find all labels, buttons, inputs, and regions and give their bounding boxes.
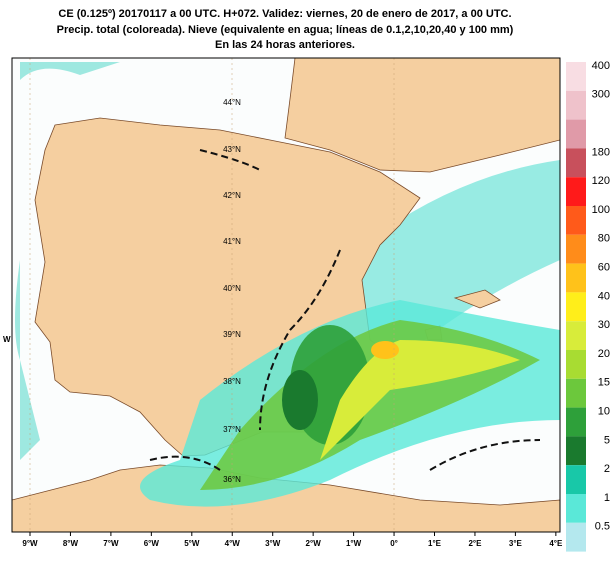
longitude-label: 1°W bbox=[346, 539, 362, 548]
latitude-label: 39°N bbox=[223, 330, 241, 339]
colorbar-label: 10 bbox=[598, 406, 610, 418]
latitude-label: 43°N bbox=[223, 145, 241, 154]
longitude-label: 9°W bbox=[22, 539, 38, 548]
colorbar-swatch bbox=[566, 378, 586, 408]
colorbar-label: 40 bbox=[598, 290, 610, 302]
latitude-label: 37°N bbox=[223, 425, 241, 434]
colorbar-swatch bbox=[566, 90, 586, 120]
colorbar-label: 15 bbox=[598, 377, 610, 389]
longitude-label: 6°W bbox=[144, 539, 160, 548]
colorbar-label: 80 bbox=[598, 233, 610, 245]
colorbar-swatch bbox=[566, 321, 586, 350]
colorbar-swatch bbox=[566, 62, 586, 91]
colorbar-label: 2 bbox=[604, 463, 610, 475]
colorbar-swatch bbox=[566, 234, 586, 264]
colorbar-label: 100 bbox=[592, 204, 610, 216]
title-line: CE (0.125º) 20170117 a 00 UTC. H+072. Va… bbox=[58, 8, 511, 20]
map-area: 44°N 43°N 42°N 41°N 40°N 39°N 38°N 37°N … bbox=[12, 58, 560, 532]
colorbar-swatch bbox=[566, 407, 586, 437]
colorbar-swatch bbox=[566, 436, 586, 466]
colorbar-swatch bbox=[566, 177, 586, 206]
longitude-label: 4°W bbox=[225, 539, 241, 548]
colorbar-label: 1 bbox=[604, 492, 610, 504]
title-line: Precip. total (coloreada). Nieve (equiva… bbox=[57, 24, 514, 36]
longitude-label: 5°W bbox=[184, 539, 200, 548]
colorbar-label: 60 bbox=[598, 262, 610, 274]
colorbar-swatch bbox=[566, 148, 586, 178]
longitude-label: 3°E bbox=[509, 539, 523, 548]
colorbar-swatch bbox=[566, 263, 586, 293]
longitude-label: 4°E bbox=[549, 539, 563, 548]
longitude-label: 2°E bbox=[468, 539, 482, 548]
latitude-label: 42°N bbox=[223, 191, 241, 200]
colorbar-label: 400 bbox=[592, 60, 610, 72]
colorbar-swatch bbox=[566, 522, 586, 552]
latitude-label: 38°N bbox=[223, 377, 241, 386]
longitude-label: 3°W bbox=[265, 539, 281, 548]
title-line: En las 24 horas anteriores. bbox=[215, 39, 355, 51]
colorbar-label: 20 bbox=[598, 348, 610, 360]
colorbar-swatch bbox=[566, 465, 586, 494]
longitude-label: 0° bbox=[390, 539, 398, 548]
colorbar-swatch bbox=[566, 119, 586, 149]
colorbar-swatch bbox=[566, 494, 586, 523]
longitude-label: 2°W bbox=[306, 539, 322, 548]
colorbar-label: 180 bbox=[592, 146, 610, 158]
longitude-label: 1°E bbox=[428, 539, 442, 548]
map-frame bbox=[11, 57, 561, 533]
colorbar-label: 300 bbox=[592, 89, 610, 101]
colorbar-label: 0.5 bbox=[595, 521, 610, 533]
edge-label: W bbox=[3, 335, 11, 344]
colorbar-label: 120 bbox=[592, 175, 610, 187]
colorbar-swatch bbox=[566, 206, 586, 235]
latitude-label: 40°N bbox=[223, 284, 241, 293]
latitude-label: 36°N bbox=[223, 475, 241, 484]
longitude-label: 8°W bbox=[63, 539, 79, 548]
colorbar-swatch bbox=[566, 292, 586, 322]
colorbar-label: 5 bbox=[604, 434, 610, 446]
colorbar-label: 30 bbox=[598, 319, 610, 331]
colorbar-swatch bbox=[566, 350, 586, 379]
latitude-label: 44°N bbox=[223, 98, 241, 107]
longitude-label: 7°W bbox=[103, 539, 119, 548]
latitude-label: 41°N bbox=[223, 237, 241, 246]
